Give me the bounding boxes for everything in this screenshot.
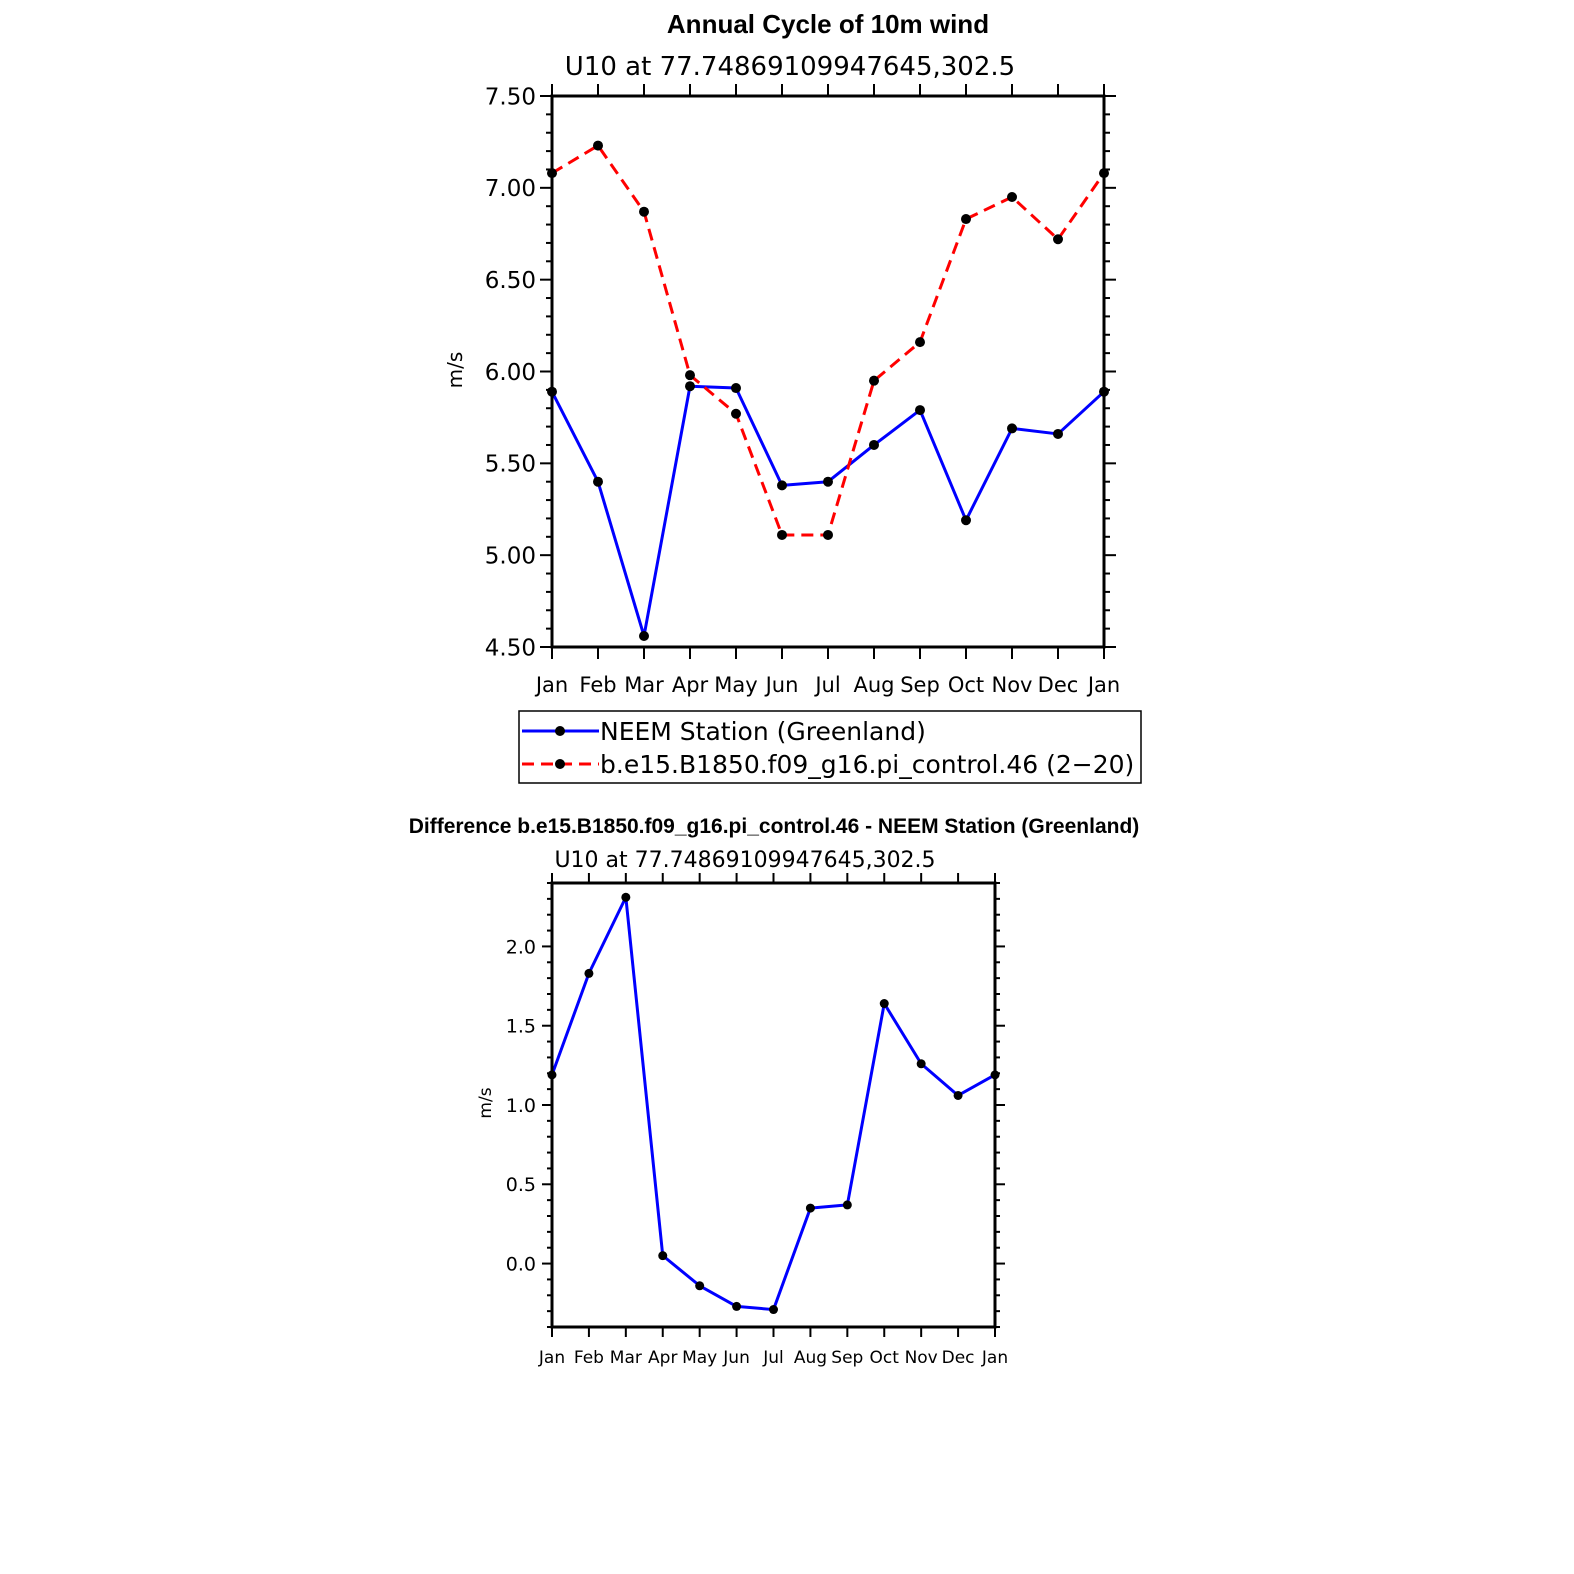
series-line-1 bbox=[551, 144, 1106, 537]
x-tick-label: Apr bbox=[672, 673, 709, 697]
data-point bbox=[593, 140, 603, 151]
data-point bbox=[915, 405, 925, 416]
chart1-ylabel: m/s bbox=[443, 352, 467, 389]
data-point bbox=[639, 206, 649, 217]
data-point bbox=[805, 1203, 815, 1213]
data-point bbox=[777, 480, 787, 491]
y-tick-label: 2.0 bbox=[506, 936, 536, 958]
data-point bbox=[685, 370, 695, 381]
x-tick-label: Jan bbox=[1086, 673, 1120, 697]
y-tick-label: 7.00 bbox=[485, 176, 536, 202]
x-tick-label: Mar bbox=[610, 1348, 642, 1368]
x-tick-label: Jul bbox=[762, 1348, 784, 1368]
x-tick-label: May bbox=[682, 1348, 717, 1368]
data-point bbox=[961, 214, 971, 225]
x-tick-label: Aug bbox=[853, 673, 894, 697]
x-tick-label: Nov bbox=[905, 1348, 938, 1368]
chart1-title: Annual Cycle of 10m wind bbox=[667, 9, 989, 39]
x-tick-label: Dec bbox=[1038, 673, 1079, 697]
data-point bbox=[916, 1059, 926, 1069]
x-tick-label: Dec bbox=[942, 1348, 975, 1368]
data-point bbox=[658, 1251, 668, 1261]
annual-cycle-chart: Annual Cycle of 10m wind U10 at 77.74869… bbox=[443, 9, 1120, 697]
x-tick-label: May bbox=[714, 673, 757, 697]
x-tick-label: Jul bbox=[813, 673, 840, 697]
y-tick-label: 6.50 bbox=[485, 268, 536, 294]
series-line-0 bbox=[550, 384, 1106, 638]
data-point bbox=[593, 476, 603, 487]
data-point bbox=[869, 439, 879, 450]
data-point bbox=[842, 1200, 852, 1210]
chart2-ylabel: m/s bbox=[476, 1087, 496, 1118]
data-point bbox=[1007, 192, 1017, 203]
data-point bbox=[639, 630, 649, 641]
x-tick-label: Oct bbox=[870, 1348, 900, 1368]
y-tick-label: 1.5 bbox=[506, 1016, 536, 1038]
legend-label-neem: NEEM Station (Greenland) bbox=[600, 717, 926, 746]
chart1-legend: NEEM Station (Greenland) b.e15.B1850.f09… bbox=[518, 710, 1142, 784]
data-point bbox=[953, 1090, 963, 1100]
y-tick-label: 4.50 bbox=[485, 635, 536, 661]
x-tick-label: Oct bbox=[948, 673, 984, 697]
data-point bbox=[731, 383, 741, 394]
y-tick-label: 0.5 bbox=[506, 1174, 536, 1196]
x-tick-label: Nov bbox=[992, 673, 1033, 697]
y-tick-label: 5.00 bbox=[485, 543, 536, 569]
data-point bbox=[695, 1281, 705, 1291]
series-line-0 bbox=[550, 895, 996, 1312]
y-tick-label: 1.0 bbox=[506, 1095, 536, 1117]
x-tick-label: Jun bbox=[722, 1348, 750, 1368]
data-point bbox=[584, 968, 594, 978]
x-tick-label: Jun bbox=[764, 673, 799, 697]
x-tick-label: Apr bbox=[648, 1348, 677, 1368]
x-tick-label: Jan bbox=[538, 1348, 565, 1368]
data-point bbox=[961, 515, 971, 526]
x-tick-label: Sep bbox=[900, 673, 940, 697]
data-point bbox=[823, 529, 833, 540]
chart2-plot-frame bbox=[550, 881, 997, 1329]
legend-label-model: b.e15.B1850.f09_g16.pi_control.46 (2−20) bbox=[600, 750, 1134, 779]
chart2-title: Difference b.e15.B1850.f09_g16.pi_contro… bbox=[409, 815, 1140, 838]
x-tick-label: Feb bbox=[579, 673, 616, 697]
x-tick-label: Jan bbox=[534, 673, 568, 697]
data-point bbox=[823, 476, 833, 487]
chart1-plot-frame bbox=[550, 94, 1106, 649]
y-tick-label: 6.00 bbox=[485, 360, 536, 386]
x-tick-label: Aug bbox=[794, 1348, 827, 1368]
chart1-subtitle: U10 at 77.74869109947645,302.5 bbox=[565, 52, 1015, 82]
data-point bbox=[1007, 423, 1017, 434]
data-point bbox=[685, 381, 695, 392]
x-tick-label: Feb bbox=[574, 1348, 604, 1368]
difference-chart: Difference b.e15.B1850.f09_g16.pi_contro… bbox=[409, 815, 1140, 1368]
x-tick-label: Mar bbox=[624, 673, 664, 697]
data-point bbox=[879, 999, 889, 1009]
y-tick-label: 5.50 bbox=[485, 452, 536, 478]
data-point bbox=[732, 1301, 742, 1311]
data-point bbox=[621, 892, 631, 902]
legend-box bbox=[518, 710, 1142, 784]
data-point bbox=[915, 337, 925, 348]
y-tick-label: 7.50 bbox=[485, 84, 536, 110]
data-point bbox=[1053, 234, 1063, 245]
data-point bbox=[777, 529, 787, 540]
chart2-subtitle: U10 at 77.74869109947645,302.5 bbox=[554, 848, 935, 873]
y-tick-label: 0.0 bbox=[506, 1253, 536, 1275]
data-point bbox=[731, 408, 741, 419]
data-point bbox=[1053, 428, 1063, 439]
legend-marker-neem bbox=[555, 726, 565, 736]
data-point bbox=[869, 375, 879, 386]
x-tick-label: Sep bbox=[831, 1348, 863, 1368]
x-tick-label: Jan bbox=[981, 1348, 1008, 1368]
legend-marker-model bbox=[555, 759, 565, 769]
data-point bbox=[769, 1305, 778, 1315]
